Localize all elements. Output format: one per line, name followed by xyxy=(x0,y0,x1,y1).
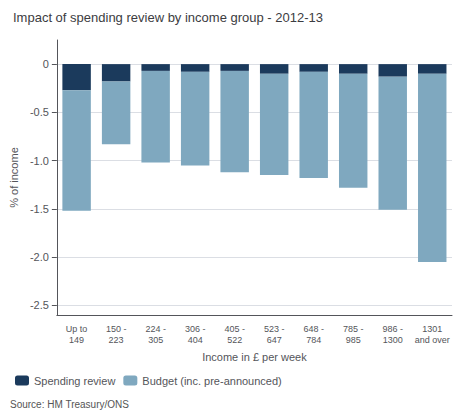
svg-text:Spending review: Spending review xyxy=(34,375,115,387)
svg-text:Budget (inc. pre-announced): Budget (inc. pre-announced) xyxy=(142,375,281,387)
svg-text:-2.0: -2.0 xyxy=(30,251,49,263)
svg-text:0: 0 xyxy=(43,58,49,70)
svg-text:224 -: 224 - xyxy=(145,324,166,334)
svg-text:523 -: 523 - xyxy=(264,324,285,334)
svg-text:Impact of spending review by i: Impact of spending review by income grou… xyxy=(13,10,323,25)
svg-text:% of income: % of income xyxy=(8,147,20,208)
svg-text:and over: and over xyxy=(415,335,450,345)
svg-text:Up to: Up to xyxy=(66,324,88,334)
svg-text:405 -: 405 - xyxy=(224,324,245,334)
svg-text:1301: 1301 xyxy=(422,324,442,334)
svg-text:150 -: 150 - xyxy=(106,324,127,334)
svg-text:986 -: 986 - xyxy=(382,324,403,334)
svg-text:149: 149 xyxy=(69,335,84,345)
svg-text:784: 784 xyxy=(306,335,321,345)
svg-text:-1.0: -1.0 xyxy=(30,155,49,167)
svg-text:985: 985 xyxy=(346,335,361,345)
svg-text:Income in £ per week: Income in £ per week xyxy=(202,351,307,363)
svg-text:404: 404 xyxy=(188,335,203,345)
svg-text:-1.5: -1.5 xyxy=(30,203,49,215)
svg-text:-0.5: -0.5 xyxy=(30,106,49,118)
svg-text:305: 305 xyxy=(148,335,163,345)
svg-text:648 -: 648 - xyxy=(303,324,324,334)
svg-text:Source: HM Treasury/ONS: Source: HM Treasury/ONS xyxy=(10,399,129,410)
svg-text:1300: 1300 xyxy=(383,335,403,345)
svg-text:785 -: 785 - xyxy=(343,324,364,334)
svg-text:647: 647 xyxy=(267,335,282,345)
svg-text:522: 522 xyxy=(227,335,242,345)
svg-text:306 -: 306 - xyxy=(185,324,206,334)
svg-text:-2.5: -2.5 xyxy=(30,299,49,311)
svg-text:223: 223 xyxy=(109,335,124,345)
